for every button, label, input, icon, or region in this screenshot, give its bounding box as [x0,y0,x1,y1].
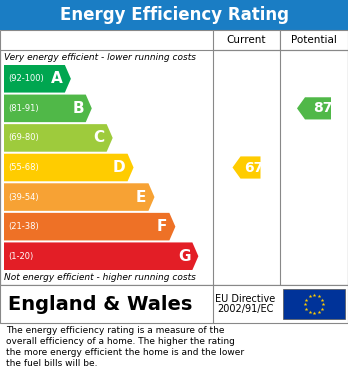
Polygon shape [4,124,113,152]
FancyBboxPatch shape [0,0,348,30]
FancyBboxPatch shape [280,30,348,50]
Text: the fuel bills will be.: the fuel bills will be. [6,359,97,368]
Text: Current: Current [227,35,266,45]
Text: (81-91): (81-91) [8,104,39,113]
Text: the more energy efficient the home is and the lower: the more energy efficient the home is an… [6,348,244,357]
Text: (92-100): (92-100) [8,74,44,83]
Text: B: B [72,101,84,116]
Text: G: G [178,249,190,264]
Text: Potential: Potential [291,35,337,45]
Polygon shape [4,183,155,211]
Text: EU Directive: EU Directive [215,294,275,304]
Polygon shape [4,242,198,270]
Text: (21-38): (21-38) [8,222,39,231]
Polygon shape [4,213,175,240]
FancyBboxPatch shape [283,289,345,319]
Polygon shape [297,97,331,119]
Text: Very energy efficient - lower running costs: Very energy efficient - lower running co… [4,52,196,61]
Text: The energy efficiency rating is a measure of the: The energy efficiency rating is a measur… [6,326,224,335]
Text: overall efficiency of a home. The higher the rating: overall efficiency of a home. The higher… [6,337,235,346]
Text: (69-80): (69-80) [8,133,39,142]
Text: F: F [157,219,167,234]
Polygon shape [4,65,71,93]
Text: A: A [51,71,63,86]
Text: Energy Efficiency Rating: Energy Efficiency Rating [60,6,288,24]
Text: England & Wales: England & Wales [8,294,192,314]
FancyBboxPatch shape [0,30,348,285]
Text: (1-20): (1-20) [8,252,33,261]
FancyBboxPatch shape [213,30,280,50]
Text: 2002/91/EC: 2002/91/EC [217,304,273,314]
Text: (55-68): (55-68) [8,163,39,172]
Text: 67: 67 [244,160,263,174]
Text: (39-54): (39-54) [8,193,39,202]
Polygon shape [4,95,92,122]
FancyBboxPatch shape [0,285,348,323]
Text: Not energy efficient - higher running costs: Not energy efficient - higher running co… [4,273,196,283]
Polygon shape [4,154,134,181]
Text: 87: 87 [313,101,332,115]
Text: C: C [94,131,105,145]
Text: D: D [113,160,126,175]
Polygon shape [232,156,261,179]
Text: E: E [136,190,147,204]
